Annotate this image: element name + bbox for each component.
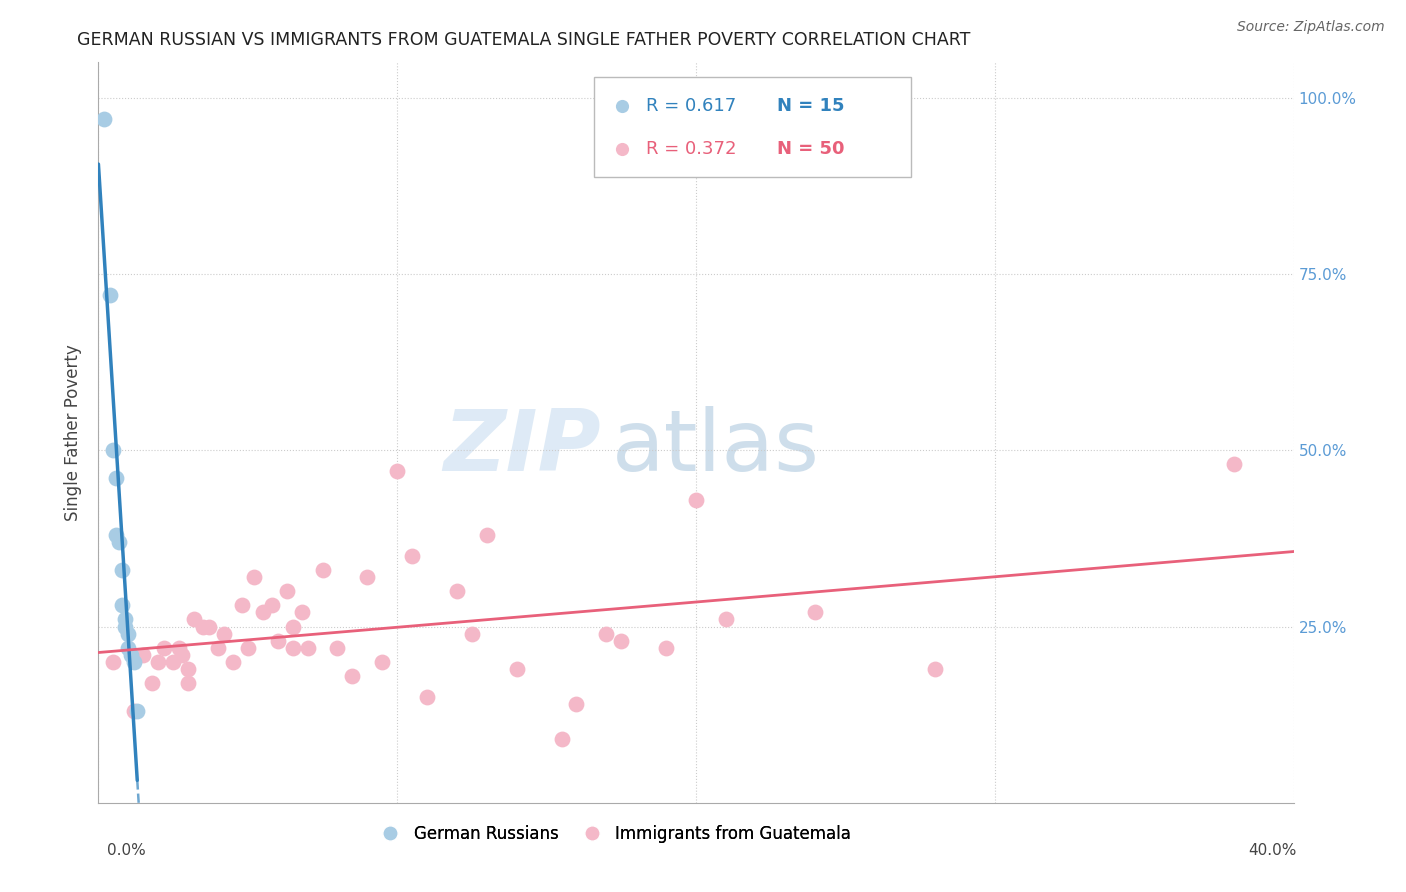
Point	[342, 669, 364, 683]
Legend: German Russians, Immigrants from Guatemala: German Russians, Immigrants from Guatema…	[367, 819, 858, 850]
Point	[222, 655, 245, 669]
Point	[595, 626, 617, 640]
Point	[148, 655, 170, 669]
Point	[198, 619, 221, 633]
Point	[291, 606, 314, 620]
Point	[108, 535, 131, 549]
Point	[461, 626, 484, 640]
Point	[416, 690, 439, 704]
Text: Source: ZipAtlas.com: Source: ZipAtlas.com	[1237, 20, 1385, 34]
Point	[231, 599, 253, 613]
Point	[172, 648, 194, 662]
Point	[1223, 458, 1246, 472]
Point	[93, 112, 115, 126]
Point	[111, 599, 134, 613]
Point	[127, 704, 149, 718]
Point	[714, 612, 737, 626]
Point	[506, 662, 529, 676]
Point	[191, 619, 214, 633]
Text: GERMAN RUSSIAN VS IMMIGRANTS FROM GUATEMALA SINGLE FATHER POVERTY CORRELATION CH: GERMAN RUSSIAN VS IMMIGRANTS FROM GUATEM…	[77, 31, 970, 49]
Text: 0.0%: 0.0%	[107, 843, 146, 858]
Text: atlas: atlas	[613, 406, 820, 489]
Point	[371, 655, 394, 669]
Text: ZIP: ZIP	[443, 406, 600, 489]
Point	[260, 599, 283, 613]
Point	[243, 570, 266, 584]
Point	[177, 676, 200, 690]
Point	[183, 612, 205, 626]
Point	[475, 528, 498, 542]
Point	[212, 626, 235, 640]
Point	[162, 655, 184, 669]
Point	[565, 697, 588, 711]
Point	[105, 471, 128, 485]
Point	[114, 612, 136, 626]
Point	[141, 676, 163, 690]
Point	[105, 528, 128, 542]
Point	[297, 640, 319, 655]
Point	[311, 563, 333, 577]
Point	[685, 492, 707, 507]
Point	[124, 704, 146, 718]
Point	[124, 655, 146, 669]
Y-axis label: Single Father Poverty: Single Father Poverty	[65, 344, 83, 521]
Point	[236, 640, 259, 655]
Point	[655, 640, 678, 655]
Point	[252, 606, 274, 620]
Point	[167, 640, 190, 655]
Point	[550, 732, 572, 747]
Point	[98, 288, 122, 302]
Point	[120, 648, 142, 662]
Point	[153, 640, 176, 655]
Point	[177, 662, 200, 676]
Point	[267, 633, 290, 648]
Point	[610, 633, 633, 648]
Point	[401, 549, 423, 563]
Point	[103, 655, 125, 669]
Point	[385, 464, 409, 478]
Point	[326, 640, 349, 655]
Point	[207, 640, 229, 655]
Point	[132, 648, 155, 662]
Point	[276, 584, 298, 599]
FancyBboxPatch shape	[595, 78, 911, 178]
Text: 40.0%: 40.0%	[1249, 843, 1296, 858]
Point	[111, 563, 134, 577]
Point	[356, 570, 378, 584]
Point	[117, 640, 139, 655]
Point	[804, 606, 827, 620]
Point	[281, 619, 304, 633]
Point	[103, 443, 125, 458]
Point	[114, 619, 136, 633]
Point	[117, 626, 139, 640]
Point	[924, 662, 946, 676]
Point	[281, 640, 304, 655]
Point	[446, 584, 468, 599]
